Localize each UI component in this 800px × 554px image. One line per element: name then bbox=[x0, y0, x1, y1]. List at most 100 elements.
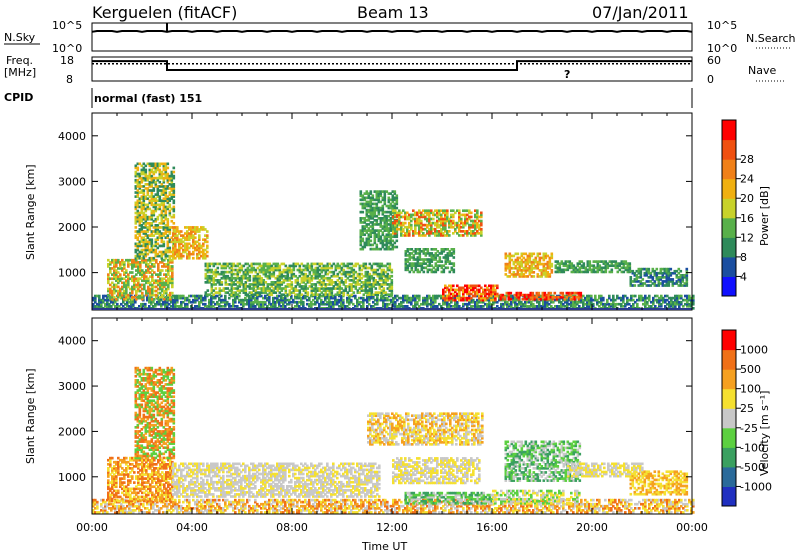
range-cell bbox=[176, 294, 179, 298]
range-cell bbox=[232, 293, 236, 297]
range-cell bbox=[166, 178, 170, 182]
range-cell bbox=[170, 250, 174, 254]
range-cell bbox=[390, 300, 393, 304]
range-cell bbox=[568, 260, 572, 263]
range-cell bbox=[379, 237, 383, 241]
range-cell bbox=[567, 293, 571, 297]
range-cell bbox=[290, 283, 294, 286]
range-cell bbox=[140, 191, 144, 194]
range-cell bbox=[418, 232, 421, 235]
range-cell bbox=[330, 283, 334, 286]
range-cell bbox=[282, 268, 286, 272]
range-cell bbox=[138, 219, 142, 223]
range-cell bbox=[572, 305, 575, 308]
range-cell bbox=[148, 176, 152, 180]
range-cell bbox=[131, 265, 134, 268]
range-cell bbox=[568, 262, 572, 265]
range-cell bbox=[517, 297, 521, 301]
range-cell bbox=[420, 221, 423, 225]
range-cell bbox=[388, 283, 392, 286]
range-cell bbox=[262, 296, 265, 300]
range-cell bbox=[134, 164, 138, 168]
range-cell bbox=[412, 213, 415, 217]
range-cell bbox=[113, 271, 116, 274]
range-cell bbox=[434, 252, 438, 255]
range-cell bbox=[556, 268, 560, 272]
range-cell bbox=[216, 279, 220, 282]
range-cell bbox=[316, 287, 320, 290]
range-cell bbox=[176, 300, 179, 304]
range-cell bbox=[150, 215, 154, 219]
range-cell bbox=[113, 277, 116, 281]
range-cell bbox=[426, 211, 429, 215]
range-cell bbox=[383, 194, 387, 198]
range-cell bbox=[310, 264, 314, 268]
range-cell bbox=[369, 243, 373, 247]
range-cell bbox=[446, 252, 450, 255]
range-cell bbox=[248, 305, 251, 308]
range-cell bbox=[141, 297, 144, 301]
range-cell bbox=[254, 262, 258, 266]
range-cell bbox=[554, 266, 558, 270]
range-cell bbox=[164, 193, 168, 196]
range-cell bbox=[426, 300, 429, 304]
range-cell bbox=[385, 233, 389, 237]
range-cell bbox=[180, 296, 183, 300]
range-cell bbox=[336, 285, 340, 288]
range-cell bbox=[135, 289, 138, 293]
range-cell bbox=[230, 281, 234, 284]
range-cell bbox=[146, 183, 150, 186]
range-cell bbox=[148, 170, 152, 174]
range-cell bbox=[137, 279, 140, 283]
range-cell bbox=[150, 209, 154, 213]
range-cell bbox=[166, 222, 170, 225]
range-cell bbox=[168, 191, 172, 194]
range-cell bbox=[328, 298, 331, 302]
range-cell bbox=[222, 300, 225, 304]
range-cell bbox=[254, 268, 258, 272]
range-cell bbox=[530, 262, 534, 266]
range-cell bbox=[422, 209, 425, 213]
range-cell bbox=[532, 302, 535, 306]
range-cell bbox=[466, 232, 469, 235]
range-cell bbox=[304, 264, 308, 268]
range-cell bbox=[342, 300, 345, 304]
range-cell bbox=[446, 209, 449, 213]
range-cell bbox=[379, 247, 383, 251]
range-cell bbox=[432, 266, 436, 270]
range-cell bbox=[416, 262, 420, 265]
range-cell bbox=[137, 289, 140, 293]
range-cell bbox=[440, 266, 444, 270]
range-cell bbox=[416, 217, 419, 221]
range-cell bbox=[145, 265, 148, 268]
range-cell bbox=[388, 262, 392, 266]
range-cell bbox=[507, 291, 511, 295]
range-cell bbox=[113, 287, 116, 291]
range-cell bbox=[314, 270, 318, 274]
range-cell bbox=[394, 300, 397, 304]
range-cell bbox=[216, 266, 220, 270]
range-cell bbox=[142, 215, 146, 219]
range-cell bbox=[139, 261, 142, 264]
range-cell bbox=[200, 228, 203, 231]
range-cell bbox=[384, 305, 387, 308]
range-cell bbox=[164, 230, 168, 233]
range-cell bbox=[147, 258, 150, 262]
range-cell bbox=[262, 300, 265, 304]
range-cell bbox=[236, 274, 240, 278]
range-cell bbox=[436, 209, 439, 213]
range-cell bbox=[532, 252, 536, 256]
range-cell bbox=[484, 292, 487, 296]
range-cell bbox=[568, 264, 572, 268]
range-cell bbox=[404, 232, 407, 235]
range-cell bbox=[344, 279, 348, 282]
range-cell bbox=[402, 215, 405, 219]
range-cell bbox=[322, 276, 326, 280]
range-cell bbox=[412, 296, 415, 300]
range-cell bbox=[432, 254, 436, 257]
range-cell bbox=[246, 272, 250, 276]
range-cell bbox=[381, 227, 385, 230]
range-cell bbox=[400, 230, 403, 233]
range-cell bbox=[152, 226, 156, 229]
range-cell bbox=[170, 195, 174, 198]
